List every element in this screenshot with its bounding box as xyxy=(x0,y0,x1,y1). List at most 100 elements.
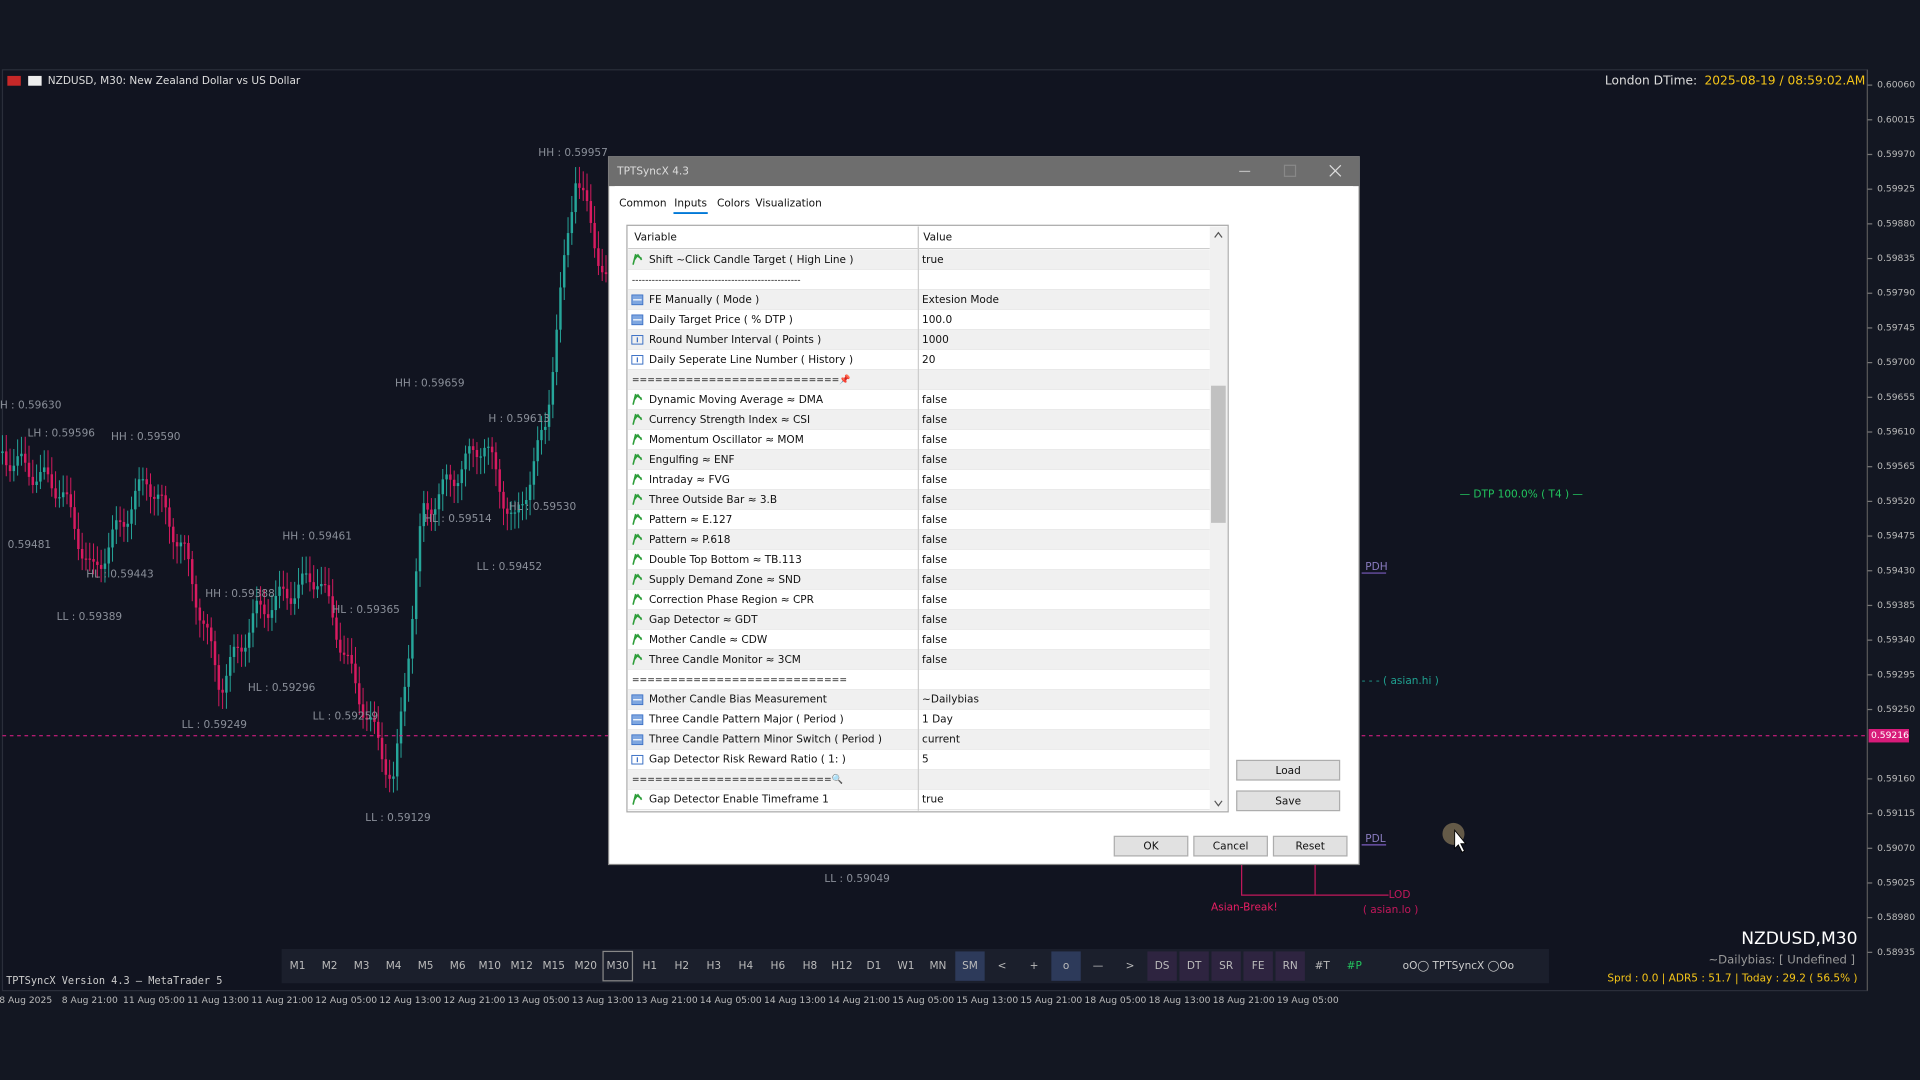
variable-name: Dynamic Moving Average ≈ DMA xyxy=(649,394,824,406)
timeframe-label[interactable]: D1 xyxy=(867,960,882,972)
timeframe-label[interactable]: M15 xyxy=(542,960,564,972)
variable-value[interactable]: false xyxy=(922,474,947,486)
timeframe-label[interactable]: M20 xyxy=(575,960,597,972)
timeframe-label[interactable]: W1 xyxy=(897,960,914,972)
variable-value[interactable]: false xyxy=(922,534,947,546)
timeframe-label[interactable]: H2 xyxy=(674,960,689,972)
maximize-button[interactable] xyxy=(1283,164,1297,177)
variable-name: Three Candle Pattern Major ( Period ) xyxy=(648,714,844,726)
candle-body xyxy=(354,663,357,684)
close-button[interactable] xyxy=(1329,164,1342,177)
variable-value[interactable]: ~Dailybias xyxy=(922,694,979,706)
timeframe-label[interactable]: + xyxy=(1030,960,1039,972)
timeframe-label[interactable]: M1 xyxy=(290,960,306,972)
variable-value[interactable]: false xyxy=(922,634,947,646)
variable-value[interactable]: false xyxy=(922,434,947,446)
timeframe-label[interactable]: M3 xyxy=(354,960,370,972)
timeframe-label[interactable]: FE xyxy=(1252,960,1265,972)
timeframe-label[interactable]: M10 xyxy=(478,960,500,972)
variable-value[interactable]: 100.0 xyxy=(922,314,952,326)
save-button[interactable] xyxy=(1236,790,1341,812)
variable-value[interactable]: false xyxy=(922,454,947,466)
timeframe-label[interactable]: SR xyxy=(1219,960,1233,972)
variable-value[interactable]: current xyxy=(922,734,960,746)
reset-button-label[interactable]: Reset xyxy=(1296,841,1325,853)
variable-name: Three Outside Bar ≈ 3.B xyxy=(648,494,777,506)
timeframe-label[interactable]: #T xyxy=(1315,960,1331,972)
timeframe-label[interactable]: DT xyxy=(1187,960,1202,972)
timeframe-label[interactable]: o xyxy=(1063,960,1069,972)
timeframe-label[interactable]: H1 xyxy=(642,960,657,972)
bool-icon xyxy=(632,653,643,665)
price-tick-label: 0.59295 xyxy=(1877,669,1915,680)
timeframe-button[interactable] xyxy=(1275,951,1305,981)
price-tick-label: 0.60060 xyxy=(1877,80,1915,91)
ok-button[interactable] xyxy=(1113,835,1189,857)
timeframe-label[interactable]: < xyxy=(998,960,1007,972)
timeframe-label[interactable]: SM xyxy=(962,960,978,972)
cancel-button[interactable] xyxy=(1193,835,1268,857)
timeframe-button[interactable] xyxy=(1147,951,1177,981)
variable-value[interactable]: 1 Day xyxy=(922,714,953,726)
candle-body xyxy=(498,469,501,492)
timeframe-label[interactable]: H4 xyxy=(739,960,754,972)
variable-value[interactable]: false xyxy=(922,414,947,426)
int-icon xyxy=(631,355,644,365)
timeframe-button[interactable] xyxy=(955,951,985,981)
timeframe-label[interactable]: H8 xyxy=(803,960,818,972)
variable-value[interactable]: false xyxy=(922,394,947,406)
timeframe-label[interactable]: M30 xyxy=(607,960,629,972)
variable-value[interactable]: 1000 xyxy=(922,334,949,346)
timeframe-label[interactable]: M2 xyxy=(322,960,338,972)
swing-label: HL : 0.59514 xyxy=(424,513,492,525)
timeframe-button[interactable] xyxy=(1051,951,1081,981)
variable-value[interactable]: 5 xyxy=(922,754,929,766)
timeframe-button[interactable] xyxy=(1243,951,1273,981)
timeframe-label[interactable]: M12 xyxy=(510,960,532,972)
scrollbar-thumb[interactable] xyxy=(1211,385,1226,523)
timeframe-label[interactable]: H12 xyxy=(831,960,852,972)
candle-body xyxy=(339,639,342,653)
variable-value[interactable]: false xyxy=(922,574,947,586)
timeframe-button[interactable] xyxy=(1211,951,1241,981)
timeframe-label[interactable]: MN xyxy=(929,960,946,972)
timeframe-label[interactable]: H6 xyxy=(771,960,786,972)
timeframe-label[interactable]: DS xyxy=(1155,960,1170,972)
timeframe-label[interactable]: > xyxy=(1126,960,1135,972)
variable-value[interactable]: false xyxy=(922,554,947,566)
variable-value[interactable]: true xyxy=(922,254,944,266)
reset-button[interactable] xyxy=(1272,835,1348,857)
tab[interactable]: Inputs xyxy=(674,197,707,209)
variable-value[interactable]: true xyxy=(922,794,944,806)
price-tick-label: 0.59925 xyxy=(1877,184,1915,195)
timeframe-button[interactable] xyxy=(1179,951,1209,981)
variable-value[interactable]: false xyxy=(922,494,947,506)
bool-icon xyxy=(632,793,643,805)
ok-button-label[interactable]: OK xyxy=(1143,841,1159,853)
tab[interactable]: Colors xyxy=(717,197,750,209)
lod-label: LOD xyxy=(1389,889,1411,901)
bool-icon xyxy=(632,593,643,605)
variable-value[interactable]: 20 xyxy=(922,354,935,366)
save-button-label[interactable]: Save xyxy=(1275,795,1301,807)
candle-body xyxy=(582,187,585,191)
variable-value[interactable]: false xyxy=(922,614,947,626)
timeframe-label[interactable]: RN xyxy=(1283,960,1298,972)
timeframe-label[interactable]: M4 xyxy=(386,960,402,972)
timeframe-label[interactable]: #P xyxy=(1347,960,1362,972)
cancel-button-label[interactable]: Cancel xyxy=(1213,841,1249,853)
load-button[interactable] xyxy=(1236,759,1341,781)
load-button-label[interactable]: Load xyxy=(1276,765,1301,777)
variable-value[interactable]: false xyxy=(922,654,947,666)
timeframe-label[interactable]: M5 xyxy=(418,960,434,972)
timeframe-label[interactable]: M6 xyxy=(450,960,466,972)
timeframe-label[interactable]: H3 xyxy=(707,960,722,972)
variable-value[interactable]: false xyxy=(922,514,947,526)
timeframe-label[interactable]: — xyxy=(1093,960,1104,972)
tab[interactable]: Visualization xyxy=(755,197,821,209)
timeframe-button[interactable] xyxy=(602,950,634,982)
variable-value[interactable]: Extesion Mode xyxy=(922,294,999,306)
variable-value[interactable]: false xyxy=(922,594,947,606)
candle-body xyxy=(278,586,281,596)
tab[interactable]: Common xyxy=(619,197,666,209)
